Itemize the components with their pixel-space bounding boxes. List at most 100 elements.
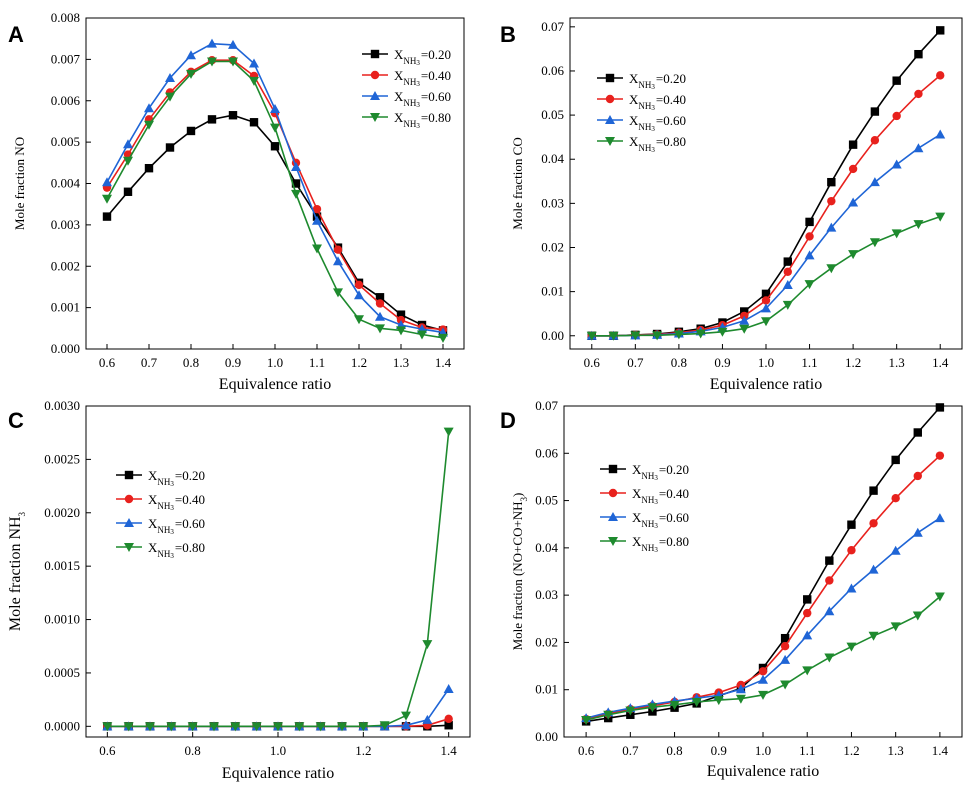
series-0.60 bbox=[102, 38, 448, 337]
series-line bbox=[107, 431, 450, 728]
x-tick-label: 0.9 bbox=[714, 355, 730, 370]
data-point bbox=[291, 179, 301, 188]
data-point bbox=[207, 115, 217, 124]
x-tick-label: 1.1 bbox=[801, 355, 817, 370]
legend-marker bbox=[124, 470, 134, 480]
y-tick-label: 0.000 bbox=[51, 341, 80, 356]
data-point bbox=[805, 232, 814, 241]
panel-d: D 0.6 0.7 0.8 0.9 1.0 1.1 1.2 1.3 1.4 0.00 0.01 0.02… bbox=[500, 398, 963, 780]
data-point bbox=[848, 250, 859, 260]
y-tick-label: 0.00 bbox=[535, 729, 558, 744]
data-point bbox=[936, 26, 945, 35]
y-tick-label: 0.008 bbox=[51, 10, 80, 25]
data-point bbox=[826, 264, 837, 274]
data-point bbox=[934, 592, 945, 602]
x-tick-label: 0.9 bbox=[711, 743, 727, 758]
data-point bbox=[912, 527, 923, 537]
data-point bbox=[868, 631, 879, 641]
data-point bbox=[207, 38, 217, 48]
data-point bbox=[783, 257, 792, 266]
data-point bbox=[581, 715, 592, 725]
data-point bbox=[249, 76, 259, 86]
data-point bbox=[123, 722, 134, 732]
panel-c: C 0.6 0.8 1.0 1.2 1.4 0.0000 0.0005 0.0010 0.0015… bbox=[7, 398, 471, 782]
x-tick-label: 1.4 bbox=[441, 743, 458, 758]
data-point bbox=[102, 177, 112, 187]
data-point bbox=[625, 706, 636, 716]
legend-marker bbox=[370, 113, 380, 122]
data-point bbox=[165, 72, 175, 82]
data-point bbox=[780, 680, 791, 690]
x-tick-label: 1.2 bbox=[843, 743, 859, 758]
legend-marker bbox=[124, 494, 134, 504]
data-point bbox=[186, 126, 196, 136]
data-point bbox=[891, 455, 900, 465]
data-point bbox=[144, 120, 154, 130]
data-point bbox=[144, 163, 154, 173]
data-point bbox=[913, 428, 922, 437]
y-tick-label: 0.04 bbox=[541, 151, 564, 166]
legend-entry: XNH3=0.60 bbox=[629, 113, 686, 133]
x-tick-label: 1.0 bbox=[755, 743, 771, 758]
data-point bbox=[396, 326, 406, 336]
data-point bbox=[251, 722, 262, 732]
y-tick-label: 0.04 bbox=[535, 540, 558, 555]
data-point bbox=[935, 212, 946, 222]
data-point bbox=[375, 324, 385, 334]
series-0.20 bbox=[587, 26, 945, 340]
data-point bbox=[270, 142, 280, 151]
data-point bbox=[396, 310, 406, 319]
legend-entry: XNH3=0.40 bbox=[394, 68, 451, 88]
data-point bbox=[337, 722, 347, 732]
data-point bbox=[869, 486, 878, 495]
data-point bbox=[443, 683, 454, 693]
data-point bbox=[145, 722, 155, 732]
data-point bbox=[739, 324, 750, 334]
y-tick-label: 0.07 bbox=[541, 19, 564, 34]
data-point bbox=[270, 123, 280, 133]
series-0.20 bbox=[102, 111, 448, 335]
data-point bbox=[890, 622, 901, 632]
y-tick-label: 0.05 bbox=[541, 107, 564, 122]
data-point bbox=[935, 403, 945, 412]
panel-letter: A bbox=[8, 22, 24, 47]
x-axis-label: Equivalence ratio bbox=[707, 763, 819, 780]
data-point bbox=[761, 289, 771, 299]
legend-entry: XNH3=0.40 bbox=[632, 486, 689, 506]
series-line bbox=[106, 42, 444, 334]
x-tick-label: 1.0 bbox=[267, 355, 283, 370]
y-tick-label: 0.03 bbox=[541, 195, 564, 210]
data-point bbox=[165, 92, 175, 102]
data-point bbox=[803, 595, 812, 604]
data-point bbox=[315, 722, 326, 732]
data-point bbox=[102, 194, 112, 204]
data-point bbox=[695, 329, 706, 339]
legend-marker bbox=[608, 537, 618, 546]
data-point bbox=[375, 299, 385, 308]
data-point bbox=[417, 330, 427, 340]
legend-entry: XNH3=0.20 bbox=[632, 462, 689, 482]
data-point bbox=[803, 608, 812, 618]
y-tick-label: 0.06 bbox=[541, 63, 564, 78]
data-point bbox=[824, 606, 835, 616]
data-point bbox=[207, 57, 217, 67]
y-tick-label: 0.0000 bbox=[44, 718, 80, 733]
x-tick-label: 0.7 bbox=[622, 743, 639, 758]
y-tick-label: 0.0015 bbox=[44, 558, 80, 573]
data-point bbox=[444, 721, 453, 730]
data-point bbox=[375, 293, 385, 302]
data-point bbox=[422, 640, 433, 650]
x-tick-label: 0.8 bbox=[671, 355, 687, 370]
data-point bbox=[827, 196, 836, 206]
series-line bbox=[106, 59, 444, 331]
data-point bbox=[691, 698, 702, 708]
y-tick-label: 0.006 bbox=[51, 93, 81, 108]
panel-letter: B bbox=[500, 22, 516, 47]
x-tick-label: 0.8 bbox=[666, 743, 682, 758]
series-line bbox=[585, 595, 941, 721]
y-axis-label: Mole fraction CO bbox=[510, 137, 525, 229]
x-tick-label: 1.3 bbox=[888, 743, 904, 758]
data-point bbox=[802, 666, 813, 676]
legend-marker bbox=[370, 49, 380, 59]
